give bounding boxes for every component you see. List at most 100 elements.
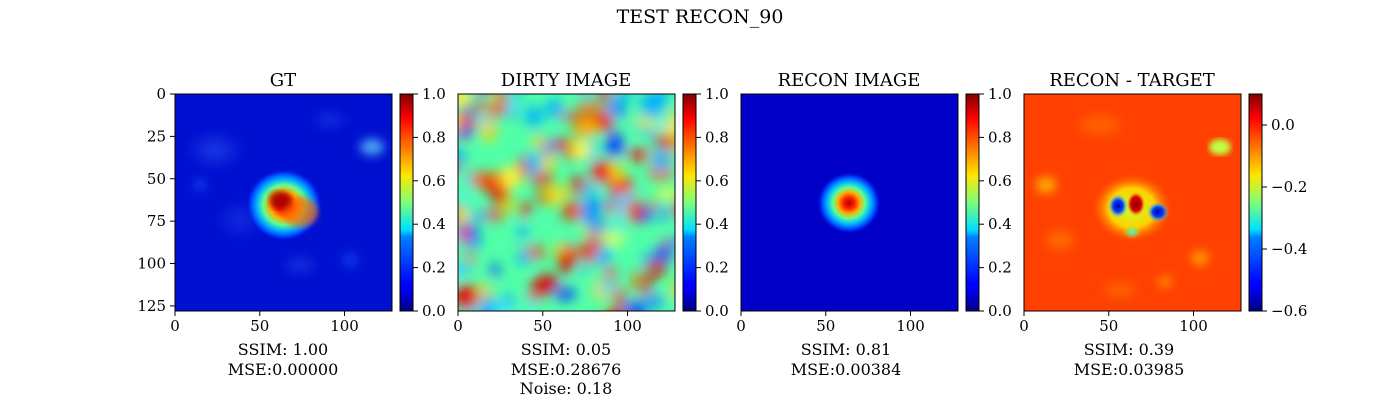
colorbar-tick-label: 1.0 — [988, 85, 1012, 103]
x-axis: 0 50 100 — [736, 311, 925, 335]
noise-blob — [558, 251, 575, 273]
x-tick-label: 100 — [896, 317, 925, 335]
noise-blob — [458, 115, 461, 131]
noise-blob — [518, 221, 528, 242]
y-tick-label: 75 — [147, 212, 166, 230]
colorbar-tick-label: 0.8 — [988, 128, 1012, 146]
noise-blob — [656, 189, 675, 199]
colorbar: 0.0 0.2 0.4 0.6 0.8 1.0 — [399, 85, 446, 320]
x-tick-label: 0 — [453, 317, 463, 335]
noise-blob — [579, 184, 597, 196]
noise-blob — [670, 282, 675, 298]
heatmap-image — [175, 94, 392, 311]
noise-blob — [605, 232, 625, 246]
colorbar-tick-label: −0.2 — [1271, 178, 1307, 196]
y-tick-label: 100 — [137, 255, 166, 273]
noise-blob — [491, 301, 517, 311]
noise-blob — [458, 261, 471, 274]
noise-blob — [520, 200, 530, 218]
x-axis: 0 50 100 — [1019, 311, 1208, 335]
noise-blob — [537, 274, 558, 292]
caption-noise: Noise: 0.18 — [520, 379, 613, 398]
noise-blob — [665, 237, 675, 247]
noise-blob — [607, 98, 627, 119]
noise-blob — [650, 199, 659, 209]
caption-ssim: SSIM: 0.39 — [1084, 340, 1174, 359]
noise-blob — [501, 166, 521, 189]
x-tick-label: 0 — [736, 317, 746, 335]
panel-title: RECON IMAGE — [778, 70, 921, 91]
colorbar-tick-label: 0.4 — [988, 215, 1012, 233]
noise-blob — [477, 81, 497, 93]
noise-blob — [544, 186, 559, 205]
heatmap-image — [741, 94, 958, 311]
x-tick-label: 50 — [250, 317, 269, 335]
noise-blob — [525, 298, 538, 307]
noise-blob — [531, 136, 548, 149]
noise-blob — [641, 294, 665, 308]
noise-blob — [459, 221, 468, 247]
noise-blob — [642, 272, 652, 298]
x-tick-label: 100 — [330, 317, 359, 335]
colorbar-tick-label: 0.2 — [988, 259, 1012, 277]
noise-blob — [480, 118, 497, 143]
caption-mse: MSE:0.28676 — [511, 360, 622, 379]
noise-blob — [552, 139, 569, 148]
noise-blob — [579, 263, 590, 274]
x-tick-label: 100 — [1179, 317, 1208, 335]
panel-title: DIRTY IMAGE — [501, 70, 631, 91]
noise-blob — [458, 147, 467, 167]
noise-blob — [595, 111, 613, 132]
noise-blob — [576, 122, 600, 137]
colorbar-tick-label: 0.2 — [705, 259, 729, 277]
noise-blob — [590, 160, 612, 184]
colorbar-tick-label: 0.6 — [422, 172, 446, 190]
noise-blob — [604, 135, 625, 158]
noise-blob — [516, 249, 532, 266]
noise-blob — [458, 265, 463, 280]
noise-blob — [599, 275, 617, 296]
y-tick-label: 125 — [137, 297, 166, 315]
noise-blob — [545, 98, 564, 119]
noise-blob — [611, 286, 625, 307]
noise-blob — [577, 100, 602, 120]
noise-blob — [524, 104, 544, 129]
noise-blob — [636, 118, 660, 131]
noise-blob — [584, 197, 607, 216]
colorbar-tick-label: 1.0 — [422, 85, 446, 103]
noise-blob — [473, 115, 494, 124]
noise-blob — [543, 151, 555, 171]
axes-frame — [174, 93, 393, 312]
noise-blob — [469, 99, 487, 108]
panel-dirty-image: DIRTY IMAGE 0 50 100 0.0 0.2 0.4 0.6 0.8 1.0 SS… — [453, 70, 729, 398]
noise-blob — [659, 205, 670, 222]
noise-blob — [590, 218, 601, 241]
colorbar-tick-label: −0.4 — [1271, 240, 1307, 258]
y-tick-label: 0 — [156, 85, 166, 103]
noise-blob — [632, 269, 641, 295]
noise-blob — [493, 184, 506, 207]
y-tick-label: 50 — [147, 170, 166, 188]
colorbar-tick-label: 0.2 — [422, 259, 446, 277]
noise-blob — [627, 148, 651, 162]
colorbar-tick-label: 0.0 — [705, 302, 729, 320]
axes-frame — [740, 93, 959, 312]
noise-blob — [532, 284, 542, 299]
noise-blob — [473, 314, 485, 322]
panel-title: RECON - TARGET — [1049, 70, 1215, 91]
noise-blob — [571, 140, 592, 160]
noise-blob — [653, 245, 674, 262]
noise-blob — [569, 201, 581, 222]
colorbar-tick-label: 0.8 — [705, 128, 729, 146]
colorbar-tick-label: 0.6 — [988, 172, 1012, 190]
colorbar-tick-label: 0.8 — [422, 128, 446, 146]
caption-mse: MSE:0.00000 — [228, 360, 339, 379]
heatmap-image — [458, 81, 675, 322]
caption-ssim: SSIM: 1.00 — [238, 340, 328, 359]
noise-blob — [461, 103, 476, 120]
x-tick-label: 50 — [1099, 317, 1118, 335]
noise-blob — [579, 248, 598, 262]
noise-blob — [489, 262, 501, 277]
x-tick-label: 50 — [816, 317, 835, 335]
